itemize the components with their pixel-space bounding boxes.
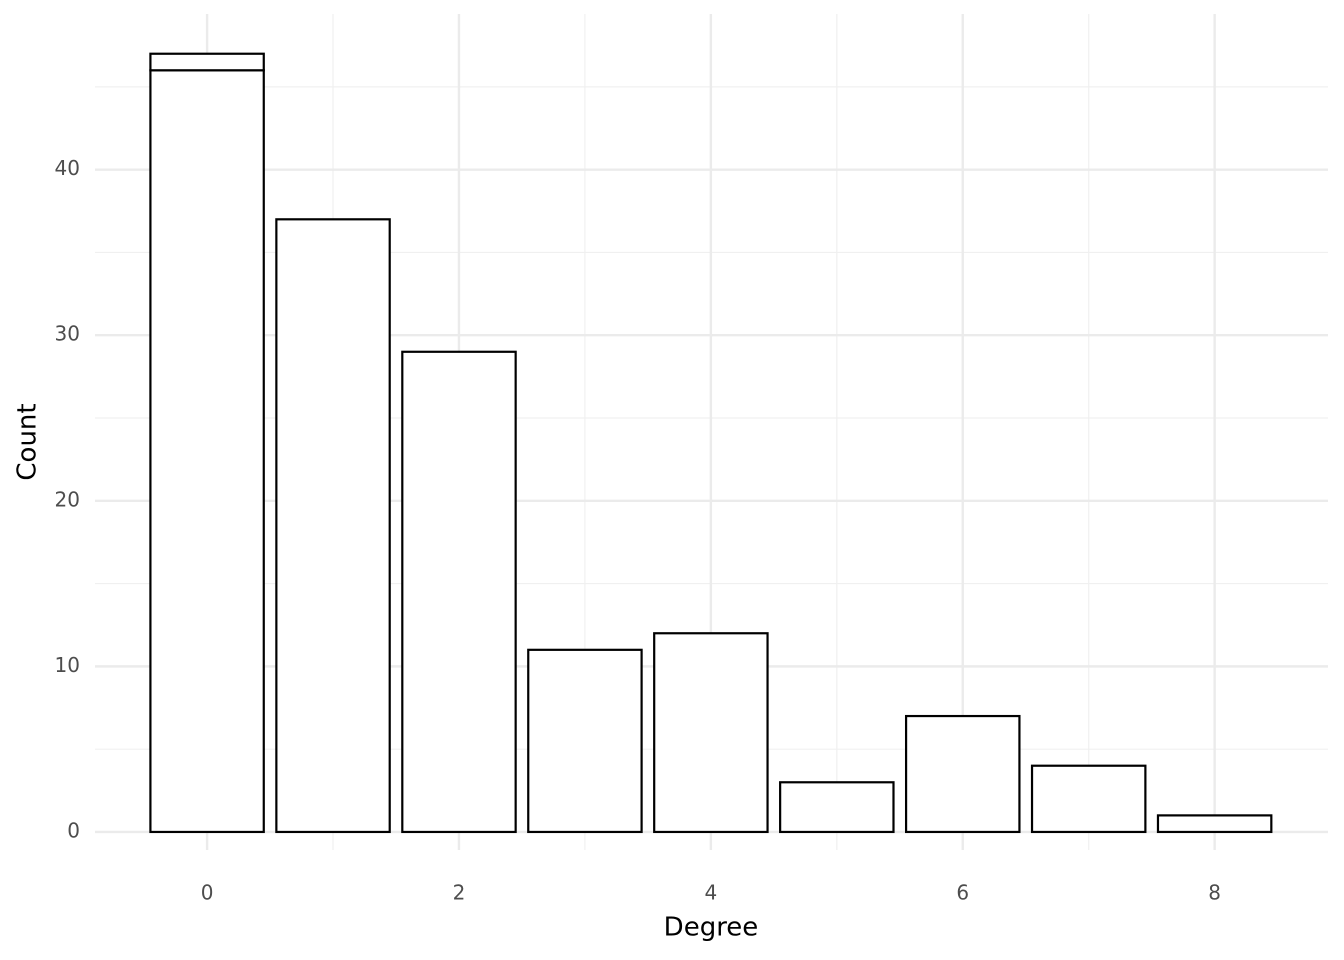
x-tick-label: 8	[1208, 881, 1221, 905]
bar	[1156, 814, 1273, 834]
bar	[275, 218, 391, 834]
y-tick-label: 40	[55, 156, 80, 180]
y-axis-title: Count	[13, 403, 43, 480]
y-tick-label: 10	[55, 653, 80, 677]
x-tick-label: 4	[705, 881, 718, 905]
y-tick-label: 20	[55, 487, 80, 511]
bar	[149, 69, 265, 834]
bar	[1030, 764, 1147, 834]
x-tick-label: 2	[453, 881, 466, 905]
bar	[149, 52, 265, 72]
x-axis-title: Degree	[664, 913, 759, 943]
y-tick-label: 0	[67, 818, 80, 842]
x-tick-label: 6	[956, 881, 969, 905]
x-tick-label: 0	[201, 881, 214, 905]
y-tick-label: 30	[55, 322, 80, 346]
bar	[401, 350, 517, 834]
bar	[904, 714, 1021, 834]
bar	[779, 781, 895, 834]
bar	[653, 632, 769, 834]
bar	[527, 648, 643, 834]
